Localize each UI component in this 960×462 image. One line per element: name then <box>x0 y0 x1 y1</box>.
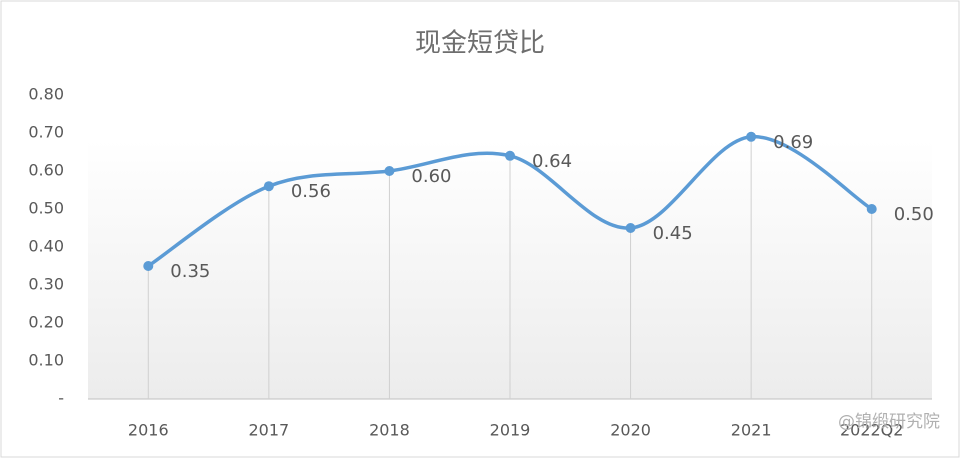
x-tick-label: 2021 <box>731 421 772 440</box>
point <box>746 131 757 142</box>
data-label: 0.50 <box>894 204 934 225</box>
y-tick-label: 0.10 <box>28 351 64 370</box>
point <box>866 204 877 214</box>
y-tick-label: 0.60 <box>28 161 64 180</box>
x-tick-label: 2022Q2 <box>840 421 904 440</box>
x-tick-label: 2018 <box>369 421 410 440</box>
y-tick-label: 0.30 <box>28 275 64 294</box>
y-tick-label: 0.80 <box>28 85 64 104</box>
data-label: 0.60 <box>411 166 451 187</box>
data-label: 0.64 <box>532 151 572 172</box>
data-label: 0.45 <box>653 223 693 244</box>
x-tick-label: 2020 <box>610 421 651 440</box>
point <box>625 223 636 233</box>
point <box>263 181 274 192</box>
watermark: @锦缎研究院 <box>838 412 940 432</box>
point <box>384 166 395 176</box>
plot: - 0.10 0.20 0.30 0.40 0.50 0.60 0.70 0.80 2016 201… <box>28 85 933 440</box>
data-label: 0.56 <box>291 181 331 202</box>
x-tick-label: 2016 <box>128 421 169 440</box>
data-label: 0.69 <box>773 132 813 153</box>
data-label: 0.35 <box>170 261 210 282</box>
x-tick-label: 2019 <box>490 421 531 440</box>
x-tick-label: 2017 <box>248 421 289 440</box>
y-tick-label: 0.50 <box>28 199 64 218</box>
y-tick-label: 0.70 <box>28 123 64 142</box>
y-tick-label: - <box>58 389 64 408</box>
point <box>505 150 515 161</box>
chart-title: 现金短贷比 <box>415 29 545 59</box>
y-tick-label: 0.20 <box>28 313 64 332</box>
y-tick-label: 0.40 <box>28 237 64 256</box>
point <box>143 261 154 271</box>
